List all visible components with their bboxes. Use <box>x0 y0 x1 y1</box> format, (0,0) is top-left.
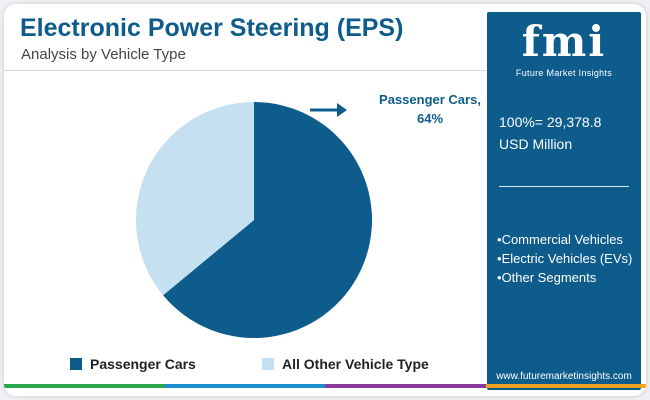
legend-label: Passenger Cars <box>90 356 196 372</box>
logo-subtitle: Future Market Insights <box>515 68 613 78</box>
website-url: www.futuremarketinsights.com <box>496 371 632 382</box>
pie-chart <box>135 102 372 338</box>
callout-arrow-icon <box>310 103 347 117</box>
page-title: Electronic Power Steering (EPS) <box>20 14 404 42</box>
sidebar-divider <box>499 186 629 187</box>
bottom-bar-segment <box>485 384 646 388</box>
info-sidebar: fmi Future Market Insights 100%= 29,378.… <box>487 12 641 390</box>
logo-text: fmi <box>521 17 607 66</box>
total-unit: USD Million <box>499 136 573 152</box>
fmi-logo: fmi Future Market Insights <box>487 17 641 79</box>
segment-list: Commercial Vehicles Electric Vehicles (E… <box>497 230 637 287</box>
legend-label: All Other Vehicle Type <box>282 356 429 372</box>
segment-item: Electric Vehicles (EVs) <box>497 249 637 268</box>
legend-item-all-other: All Other Vehicle Type <box>262 356 429 372</box>
bottom-bar-segment <box>325 384 486 388</box>
bottom-color-bar <box>4 384 646 388</box>
bottom-bar-segment <box>164 384 325 388</box>
legend-swatch <box>262 358 274 370</box>
segment-item: Other Segments <box>497 268 637 287</box>
market-total: 100%= 29,378.8 USD Million <box>499 111 639 155</box>
bottom-bar-segment <box>4 384 165 388</box>
callout-value: 64% <box>416 111 444 126</box>
report-card: Electronic Power Steering (EPS) Analysis… <box>4 4 646 396</box>
slice-callout: Passenger Cars, 64% <box>374 90 486 128</box>
legend-item-passenger-cars: Passenger Cars <box>70 356 196 372</box>
callout-label: Passenger Cars, <box>379 92 481 107</box>
pie-slice-passenger-cars <box>163 102 372 338</box>
header-divider <box>4 70 486 71</box>
page-subtitle: Analysis by Vehicle Type <box>21 46 186 63</box>
pie-slices <box>135 102 372 338</box>
legend-swatch <box>70 358 82 370</box>
segment-item: Commercial Vehicles <box>497 230 637 249</box>
total-value: 100%= 29,378.8 <box>499 114 602 130</box>
pie-slice-all-other-vehicle-type <box>135 102 254 296</box>
